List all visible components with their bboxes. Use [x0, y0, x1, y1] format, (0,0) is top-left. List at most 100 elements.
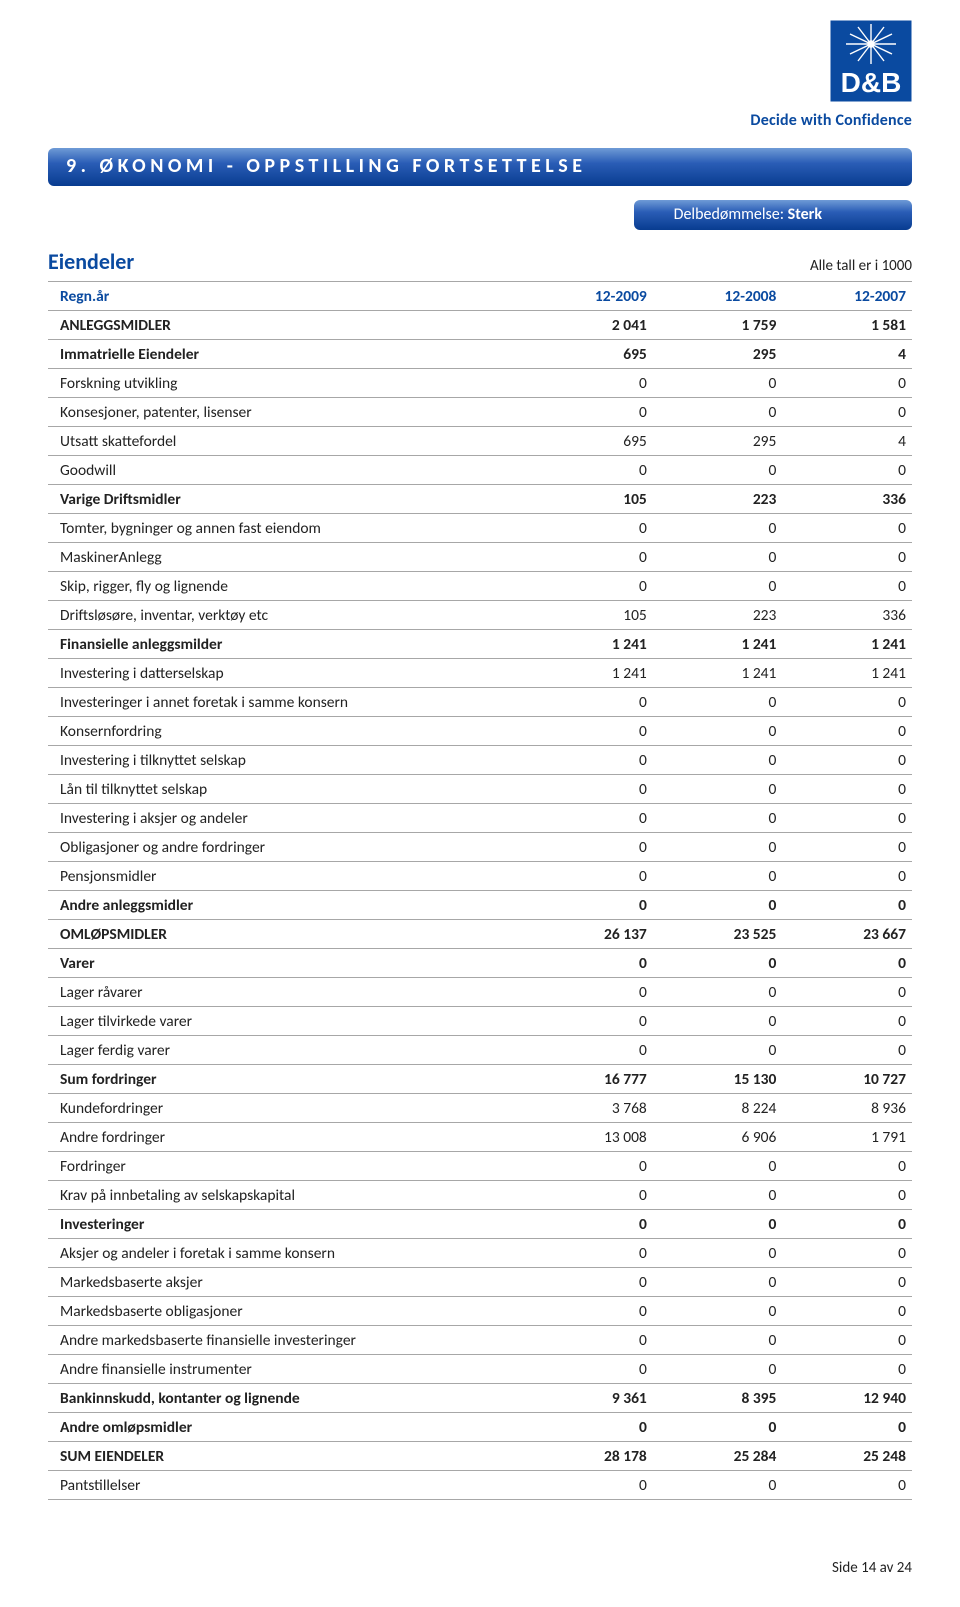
financial-table: Regn.år 12-2009 12-2008 12-2007 ANLEGGSM…: [48, 281, 912, 1500]
row-value-2008: 295: [653, 427, 783, 456]
row-value-2008: 0: [653, 1297, 783, 1326]
table-title: Eiendeler: [48, 248, 134, 275]
row-value-2007: 0: [782, 1036, 912, 1065]
row-value-2007: 0: [782, 717, 912, 746]
row-value-2008: 0: [653, 1036, 783, 1065]
table-row: ANLEGGSMIDLER2 0411 7591 581: [48, 311, 912, 340]
table-row: Andre markedsbaserte finansielle investe…: [48, 1326, 912, 1355]
row-label: Andre fordringer: [48, 1123, 523, 1152]
row-value-2007: 1 241: [782, 659, 912, 688]
row-value-2008: 0: [653, 775, 783, 804]
row-value-2008: 6 906: [653, 1123, 783, 1152]
table-row: Andre finansielle instrumenter000: [48, 1355, 912, 1384]
table-row: Investering i aksjer og andeler000: [48, 804, 912, 833]
row-value-2007: 0: [782, 543, 912, 572]
row-value-2007: 0: [782, 891, 912, 920]
row-label: Fordringer: [48, 1152, 523, 1181]
row-value-2009: 0: [523, 717, 653, 746]
row-value-2008: 295: [653, 340, 783, 369]
row-value-2009: 0: [523, 949, 653, 978]
table-row: Varige Driftsmidler105223336: [48, 485, 912, 514]
row-value-2008: 0: [653, 717, 783, 746]
row-value-2007: 0: [782, 1297, 912, 1326]
row-value-2008: 8 395: [653, 1384, 783, 1413]
row-value-2007: 0: [782, 862, 912, 891]
row-value-2008: 0: [653, 1326, 783, 1355]
row-value-2008: 0: [653, 1152, 783, 1181]
table-row: Andre fordringer13 0086 9061 791: [48, 1123, 912, 1152]
row-value-2008: 8 224: [653, 1094, 783, 1123]
row-value-2008: 0: [653, 1181, 783, 1210]
table-row: Konsesjoner, patenter, lisenser000: [48, 398, 912, 427]
row-label: Investering i aksjer og andeler: [48, 804, 523, 833]
row-label: Immatrielle Eiendeler: [48, 340, 523, 369]
row-label: Andre anleggsmidler: [48, 891, 523, 920]
table-row: Andre omløpsmidler000: [48, 1413, 912, 1442]
row-value-2007: 4: [782, 427, 912, 456]
dnb-logo-icon: D&B: [830, 20, 912, 102]
table-row: MaskinerAnlegg000: [48, 543, 912, 572]
row-label: Kundefordringer: [48, 1094, 523, 1123]
table-row: Obligasjoner og andre fordringer000: [48, 833, 912, 862]
unit-note: Alle tall er i 1000: [810, 257, 912, 275]
row-label: Markedsbaserte obligasjoner: [48, 1297, 523, 1326]
row-value-2009: 0: [523, 1036, 653, 1065]
row-value-2008: 0: [653, 978, 783, 1007]
row-label: ANLEGGSMIDLER: [48, 311, 523, 340]
row-value-2008: 0: [653, 1239, 783, 1268]
table-row: Aksjer og andeler i foretak i samme kons…: [48, 1239, 912, 1268]
row-value-2008: 0: [653, 1471, 783, 1500]
row-value-2007: 23 667: [782, 920, 912, 949]
row-value-2009: 0: [523, 514, 653, 543]
row-value-2008: 1 241: [653, 659, 783, 688]
row-value-2009: 0: [523, 1210, 653, 1239]
row-value-2007: 0: [782, 1413, 912, 1442]
svg-text:D&B: D&B: [841, 67, 902, 98]
table-row: Lager ferdig varer000: [48, 1036, 912, 1065]
row-label: Andre finansielle instrumenter: [48, 1355, 523, 1384]
row-value-2009: 0: [523, 1297, 653, 1326]
row-label: Investeringer i annet foretak i samme ko…: [48, 688, 523, 717]
row-value-2009: 0: [523, 1413, 653, 1442]
row-value-2008: 0: [653, 572, 783, 601]
row-value-2007: 336: [782, 485, 912, 514]
row-value-2009: 1 241: [523, 630, 653, 659]
row-value-2009: 0: [523, 862, 653, 891]
table-row: Forskning utvikling000: [48, 369, 912, 398]
above-table-row: Eiendeler Alle tall er i 1000: [48, 248, 912, 275]
sub-rating-value: Sterk: [788, 205, 822, 224]
row-label: Finansielle anleggsmilder: [48, 630, 523, 659]
row-value-2009: 0: [523, 688, 653, 717]
row-label: Bankinnskudd, kontanter og lignende: [48, 1384, 523, 1413]
row-label: Varer: [48, 949, 523, 978]
row-label: Markedsbaserte aksjer: [48, 1268, 523, 1297]
row-label: Aksjer og andeler i foretak i samme kons…: [48, 1239, 523, 1268]
row-value-2008: 0: [653, 891, 783, 920]
table-row: Lån til tilknyttet selskap000: [48, 775, 912, 804]
row-value-2008: 0: [653, 514, 783, 543]
row-value-2007: 0: [782, 369, 912, 398]
table-row: Kundefordringer3 7688 2248 936: [48, 1094, 912, 1123]
row-value-2009: 9 361: [523, 1384, 653, 1413]
table-row: Immatrielle Eiendeler6952954: [48, 340, 912, 369]
page-footer: Side 14 av 24: [832, 1559, 912, 1577]
row-value-2009: 0: [523, 1239, 653, 1268]
table-row: Investering i datterselskap1 2411 2411 2…: [48, 659, 912, 688]
row-value-2007: 0: [782, 1326, 912, 1355]
header-2009: 12-2009: [523, 282, 653, 311]
row-value-2008: 0: [653, 688, 783, 717]
table-row: Lager råvarer000: [48, 978, 912, 1007]
row-value-2007: 0: [782, 804, 912, 833]
table-row: Investeringer000: [48, 1210, 912, 1239]
row-value-2008: 0: [653, 369, 783, 398]
row-value-2009: 0: [523, 1355, 653, 1384]
row-label: Skip, rigger, fly og lignende: [48, 572, 523, 601]
row-label: Forskning utvikling: [48, 369, 523, 398]
row-value-2007: 4: [782, 340, 912, 369]
row-value-2007: 10 727: [782, 1065, 912, 1094]
row-value-2007: 0: [782, 514, 912, 543]
row-value-2008: 25 284: [653, 1442, 783, 1471]
table-row: Driftsløsøre, inventar, verktøy etc10522…: [48, 601, 912, 630]
row-label: Tomter, bygninger og annen fast eiendom: [48, 514, 523, 543]
section-title-bar: 9. ØKONOMI - OPPSTILLING FORTSETTELSE: [48, 148, 912, 186]
